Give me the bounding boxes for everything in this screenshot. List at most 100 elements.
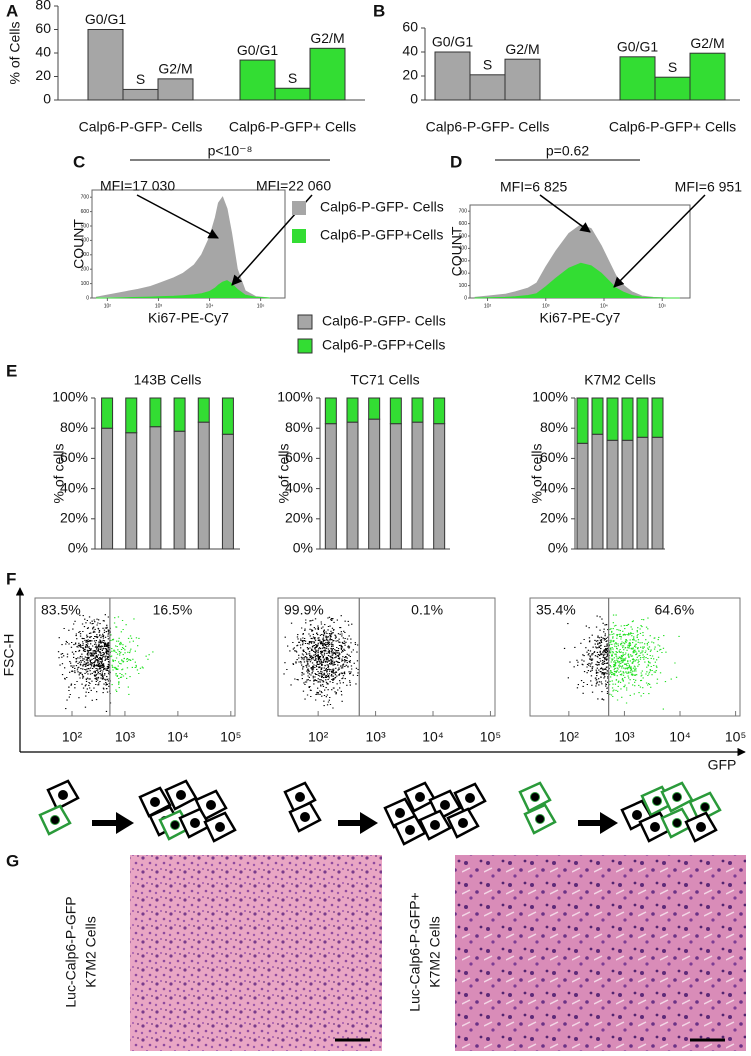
bar-segment [433,423,446,550]
chart-title: 143B Cells [134,372,202,388]
mfi-arrow [136,194,219,239]
bar-segment [324,423,337,550]
legend-label: Calp6-P-GFP- Cells [320,199,444,215]
x-tick-label: 10⁵ [480,729,501,745]
gate-label: 83.5% [41,602,81,618]
y-tick-label: 600 [81,209,90,215]
x-tick-label: 10³ [614,729,635,745]
bar-segment [197,421,210,550]
bar-segment [636,436,649,550]
y-tick-label: 200 [459,271,468,277]
y-tick-label: 20% [540,510,568,526]
bar-label: G0/G1 [85,11,126,27]
bar [619,56,656,101]
bar-label: G2/M [310,30,344,46]
bar-segment [125,432,138,550]
y-tick-label: 300 [81,252,90,258]
bar-segment [368,418,381,550]
bar-label: S [136,71,145,87]
bar-segment [101,397,114,429]
panel-letter: D [450,152,462,171]
bar-segment [149,426,162,550]
gate-label: 16.5% [153,602,193,618]
bar-segment [411,397,424,423]
bar-segment [368,397,381,420]
histogram-area [95,196,270,299]
y-tick-label: 0% [68,540,88,556]
y-tick-label: 400 [81,238,90,244]
bar-segment [389,397,402,425]
panel-letter: A [6,1,18,20]
y-axis-label: % of cells [276,444,292,504]
x-tick-label: 10² [559,729,580,745]
bar-label: S [668,59,677,75]
bar-label: G2/M [158,61,192,77]
y-tick-label: 400 [459,246,468,252]
legend-label: Calp6-P-GFP- Cells [322,313,446,329]
panel-letter: F [6,569,16,588]
y-tick-label: 80% [60,419,88,435]
plot-frame [34,597,236,717]
image-label: Luc-Calp6-P-GFP [63,896,79,1007]
mfi-label: MFI=6 951 [675,179,743,195]
x-tick-label: 10³ [155,303,163,309]
y-axis-label: % of cells [529,444,545,504]
histology-image [455,855,746,1051]
y-axis-label: % of cells [51,444,67,504]
mfi-arrow [613,194,706,288]
bar-segment [591,433,604,550]
panel-letter: G [6,851,19,870]
panel-letter: B [373,1,385,20]
y-axis-label: FSC-H [1,634,17,677]
image-label: Luc-Calp6-P-GFP+ [407,892,423,1011]
bar-segment [621,439,634,550]
group-label: Calp6-P-GFP- Cells [426,119,550,135]
cell-diagrams [38,779,722,846]
bar-segment [591,397,604,435]
event-cloud [283,615,359,709]
gate [358,597,496,717]
bar [689,52,726,101]
gate-label: 0.1% [411,602,443,618]
x-tick-label: 10² [308,729,329,745]
y-tick-label: 0 [464,295,467,301]
bar-segment [173,430,186,550]
histogram-area [96,280,270,299]
group-label: Calp6-P-GFP+ Cells [229,119,356,135]
bar-segment [576,442,589,550]
y-tick-label: 40% [285,479,313,495]
y-tick-label: 20% [60,510,88,526]
x-axis-label: Ki67-PE-Cy7 [148,310,229,326]
y-tick-label: 100% [277,389,313,405]
bar-segment [346,421,359,550]
chart-title: K7M2 Cells [584,372,656,388]
bar [469,74,506,101]
y-axis-label: COUNT [71,219,87,269]
bar-segment [651,397,664,438]
bar [239,59,276,101]
bar-label: G2/M [505,41,539,57]
bar-segment [389,423,402,550]
y-tick-label: 700 [81,195,90,201]
x-tick-label: 10⁵ [725,729,746,745]
y-tick-label: 80% [540,419,568,435]
y-tick-label: 100% [532,389,568,405]
event-cloud [563,615,610,701]
bar [434,51,471,101]
gate-label: 35.4% [536,602,576,618]
y-tick-label: 100% [52,389,88,405]
bar-segment [651,436,664,550]
gate [109,597,236,717]
x-axis-label: GFP [708,757,737,773]
bar-segment [197,397,210,423]
y-tick-label: 500 [81,223,90,229]
bar-segment [346,397,359,423]
bar-segment [576,397,589,444]
bar-label: G2/M [690,35,724,51]
x-tick-label: 10³ [115,729,136,745]
y-axis-label: COUNT [449,226,465,276]
y-tick-label: 100 [81,281,90,287]
legend-label: Calp6-P-GFP+Cells [320,227,443,243]
y-tick-label: 60% [285,449,313,465]
